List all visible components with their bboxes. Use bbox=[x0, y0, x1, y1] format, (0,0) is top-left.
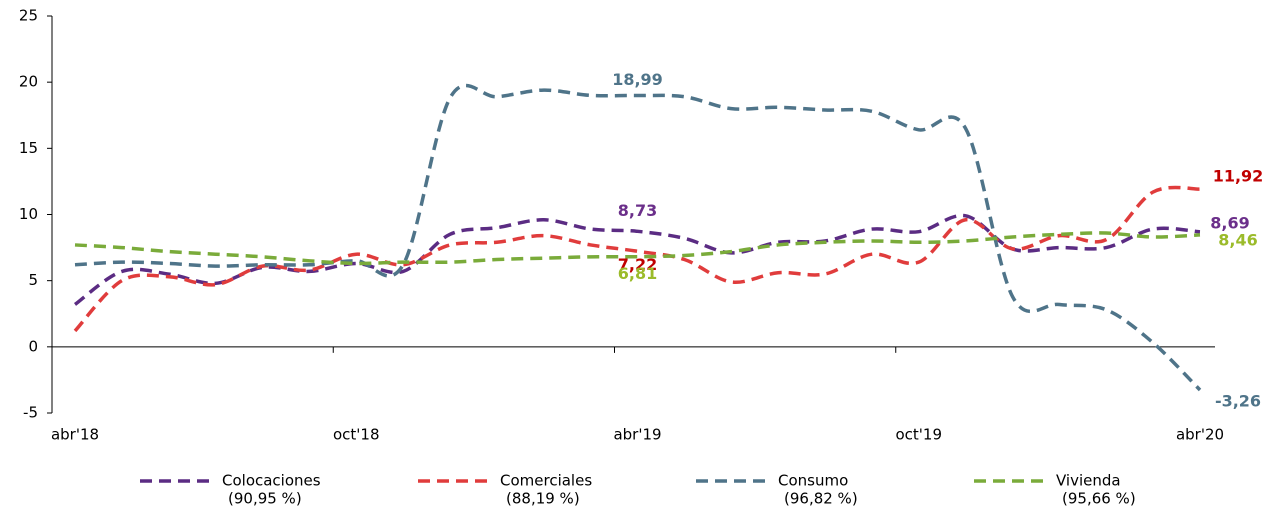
x-tick-label: abr'20 bbox=[1176, 426, 1224, 444]
legend-share: (96,82 %) bbox=[784, 490, 858, 508]
y-tick-label: 5 bbox=[28, 271, 38, 289]
x-tick-label: oct'19 bbox=[895, 426, 942, 444]
value-label: 7,22 bbox=[618, 255, 657, 274]
y-tick-label: 10 bbox=[19, 205, 38, 223]
legend-label: Vivienda bbox=[1056, 472, 1121, 490]
legend-label: Colocaciones bbox=[222, 472, 321, 490]
x-tick-label: abr'19 bbox=[613, 426, 661, 444]
y-tick-label: 15 bbox=[19, 139, 38, 157]
legend-label: Comerciales bbox=[500, 472, 592, 490]
value-label: 11,92 bbox=[1213, 167, 1264, 186]
series-line bbox=[73, 185, 1201, 333]
series-line bbox=[74, 231, 1201, 266]
y-tick-label: 0 bbox=[28, 337, 38, 355]
value-label: 8,46 bbox=[1218, 230, 1257, 249]
value-label: 6,81 bbox=[618, 264, 657, 283]
y-tick-label: 25 bbox=[19, 7, 38, 25]
value-label: 8,73 bbox=[618, 201, 657, 220]
x-tick-label: oct'18 bbox=[333, 426, 380, 444]
value-label: 8,69 bbox=[1210, 213, 1249, 232]
x-tick-label: abr'18 bbox=[51, 426, 99, 444]
legend-share: (90,95 %) bbox=[228, 490, 302, 508]
legend-share: (88,19 %) bbox=[506, 490, 580, 508]
legend-share: (95,66 %) bbox=[1062, 490, 1136, 508]
value-label: -3,26 bbox=[1215, 391, 1261, 410]
y-tick-label: -5 bbox=[23, 404, 38, 422]
value-label: 18,99 bbox=[612, 70, 663, 89]
y-tick-label: 20 bbox=[19, 73, 38, 91]
legend-label: Consumo bbox=[778, 472, 848, 490]
series-line bbox=[74, 83, 1202, 392]
